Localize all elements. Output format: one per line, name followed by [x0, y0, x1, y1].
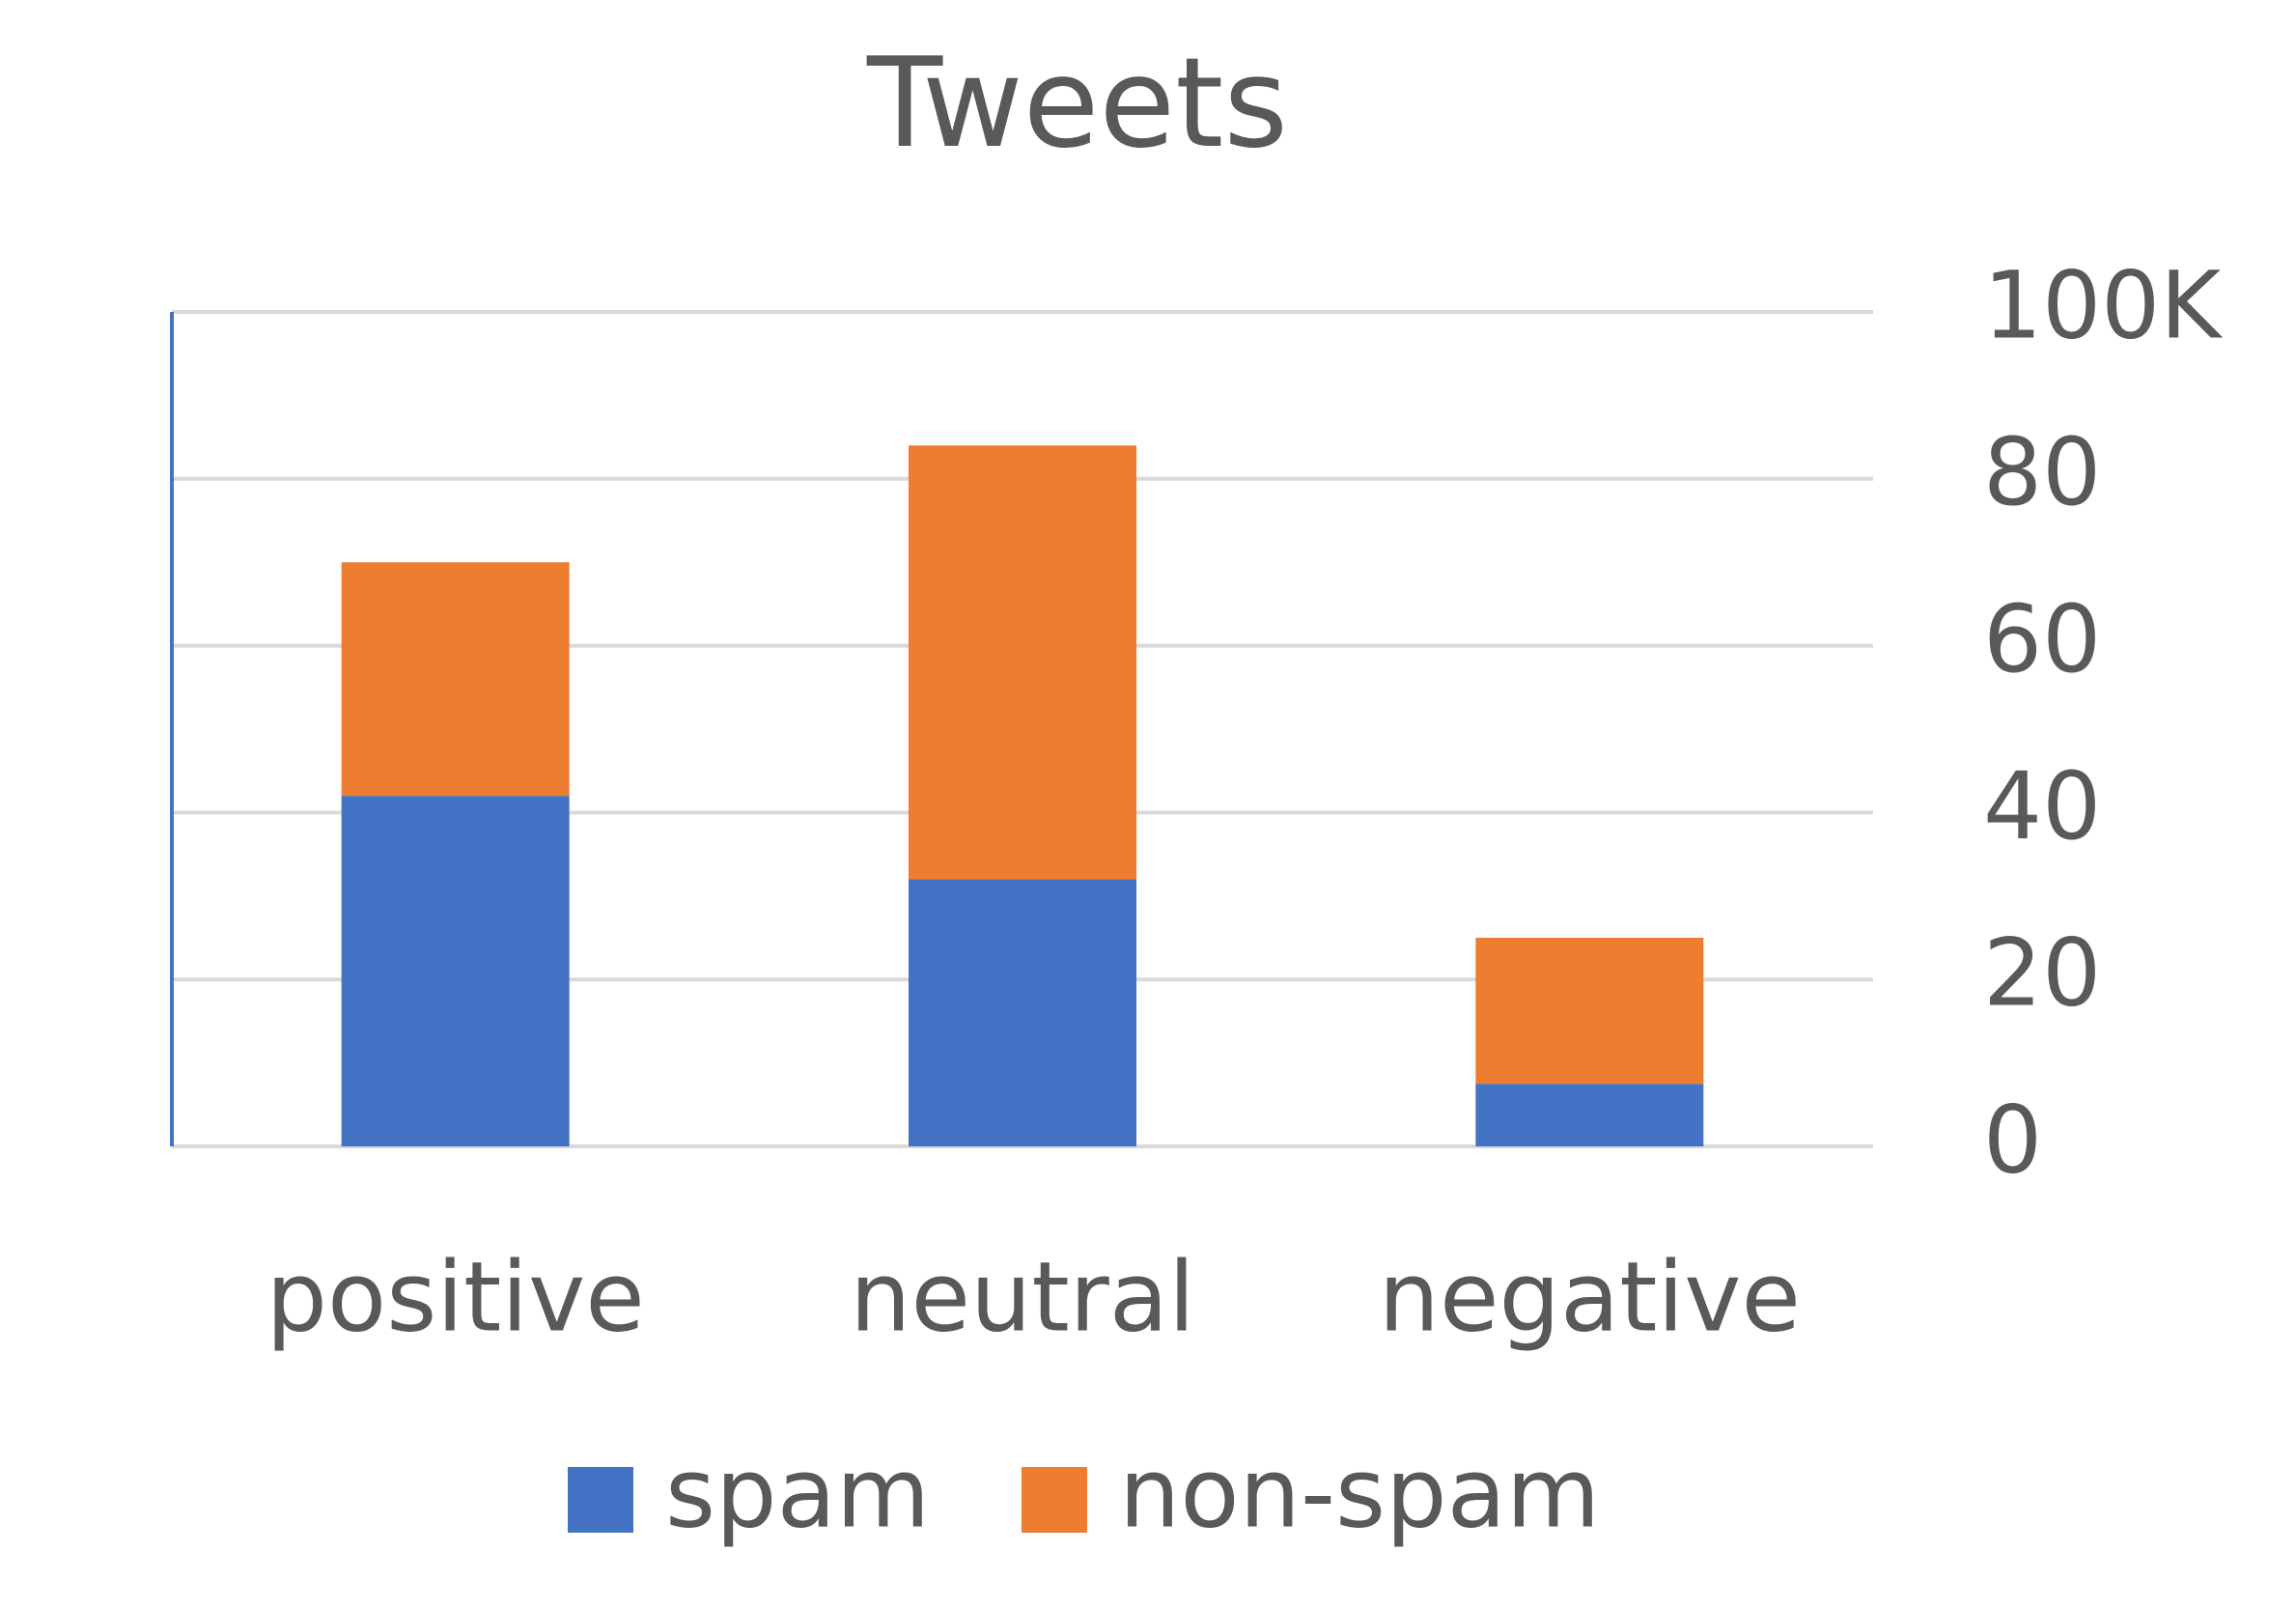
y-tick-label: 20: [1983, 919, 2101, 1028]
legend-swatch: [1022, 1467, 1087, 1533]
bar-segment: [341, 796, 570, 1146]
bar-segment: [909, 445, 1136, 880]
x-tick-label: negative: [1379, 1240, 1801, 1353]
y-tick-label: 0: [1983, 1086, 2042, 1194]
bar-segment: [1475, 938, 1704, 1085]
y-tick-label: 40: [1983, 752, 2101, 861]
bar-segment: [909, 879, 1136, 1146]
y-tick-label: 60: [1983, 585, 2101, 693]
y-tick-label: 80: [1983, 418, 2101, 526]
x-tick-label: positive: [266, 1240, 645, 1353]
bar-segment: [341, 562, 570, 797]
legend-swatch: [568, 1467, 633, 1533]
y-tick-label: 100K: [1983, 251, 2223, 359]
bar-segment: [1475, 1084, 1704, 1146]
legend-label: spam: [665, 1436, 930, 1549]
legend-label: non-spam: [1119, 1436, 1600, 1549]
chart-title: Tweets: [866, 32, 1288, 176]
x-tick-label: neutral: [850, 1240, 1195, 1353]
